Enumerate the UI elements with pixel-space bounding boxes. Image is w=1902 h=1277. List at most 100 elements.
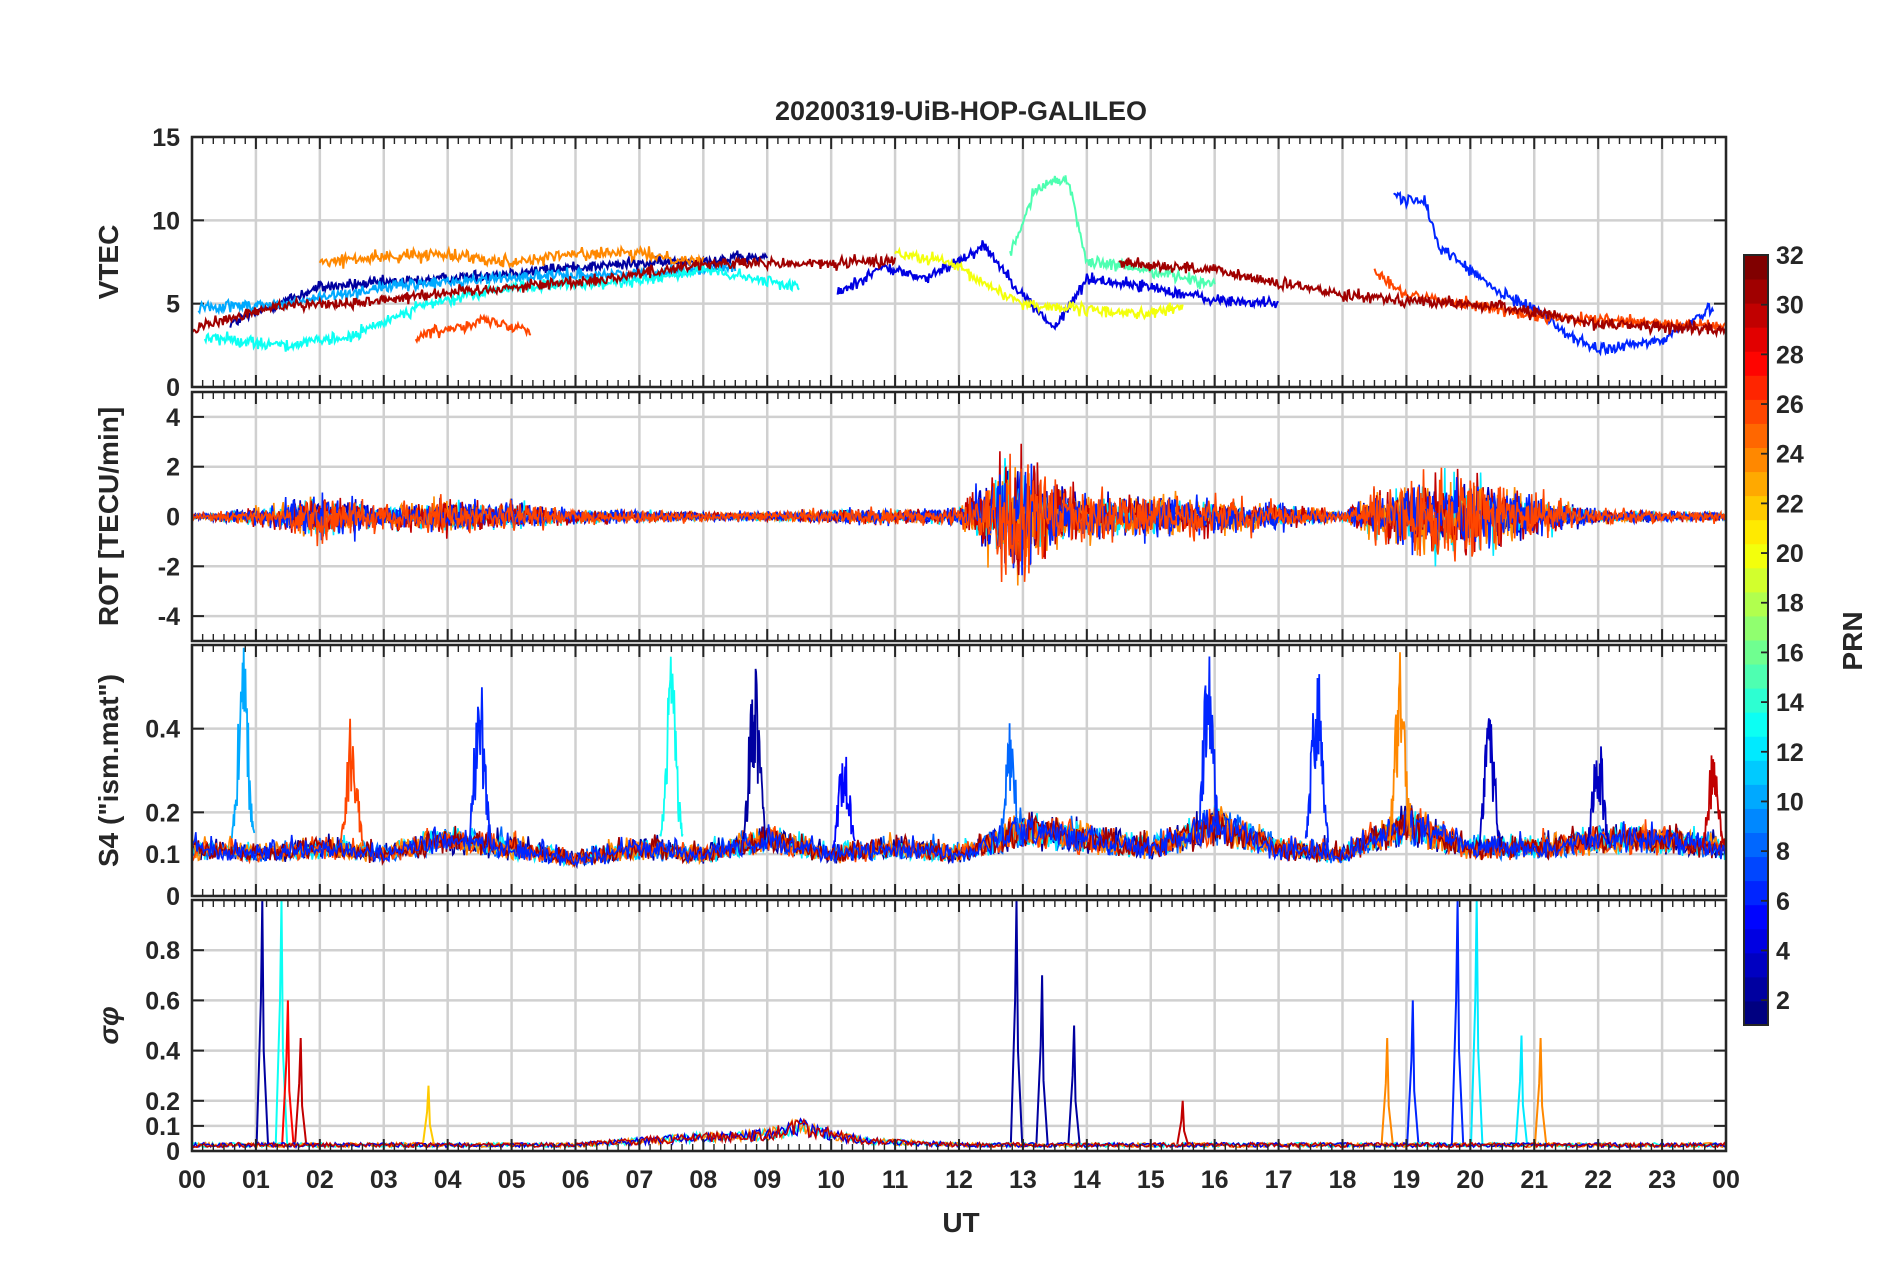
x-tick-label: 19 <box>1393 1166 1421 1194</box>
colorbar-tick-label: 2 <box>1776 987 1790 1015</box>
s4-series-line <box>192 809 1726 867</box>
colorbar-segment <box>1744 952 1768 978</box>
y-tick-label: 0 <box>166 504 180 532</box>
colorbar-segment <box>1744 760 1768 785</box>
colorbar-segment <box>1744 399 1768 424</box>
panel-3: 0 0.1 0.2 0.4 S4 ("ism.mat") <box>93 643 1728 911</box>
colorbar-tick-label: 20 <box>1776 540 1804 568</box>
s4-peak-line <box>339 718 364 847</box>
x-tick-label: 21 <box>1520 1166 1548 1194</box>
colorbar-tick-label: 32 <box>1776 242 1804 270</box>
colorbar-tick-label: 10 <box>1776 788 1804 816</box>
colorbar-segment <box>1744 856 1768 882</box>
colorbar-segment <box>1744 303 1768 328</box>
x-tick-label: 20 <box>1456 1166 1484 1194</box>
colorbar-tick-label: 6 <box>1776 888 1790 916</box>
s4-peak-line <box>1304 674 1329 843</box>
colorbar-segment <box>1744 1000 1768 1026</box>
s4-peak-line <box>742 668 767 841</box>
s4-peak-line <box>659 656 684 837</box>
panel-4: 00.10.2 0.4 0.6 0.8 σφ <box>93 898 1728 1166</box>
panel-1: 0 5 10 15 VTEC <box>93 124 1728 402</box>
sigma-peak-line <box>281 1000 295 1147</box>
colorbar-segment <box>1744 279 1768 304</box>
y-tick-label: 0.6 <box>145 987 180 1015</box>
s4-series-line <box>192 807 1726 869</box>
s4-peak-line <box>231 647 256 839</box>
x-tick-label: 11 <box>882 1166 909 1194</box>
vtec-series-line <box>1393 190 1715 357</box>
panel-data-layer <box>192 443 1726 586</box>
x-tick-label: 02 <box>306 1166 334 1194</box>
x-tick-label: 10 <box>817 1166 845 1194</box>
colorbar-tick-label: 26 <box>1776 391 1804 419</box>
y-tick-label: -2 <box>158 553 180 581</box>
vtec-series-line <box>318 244 705 269</box>
colorbar-segment <box>1744 736 1768 761</box>
rot-series-line <box>192 453 1726 583</box>
colorbar-segment <box>1744 976 1768 1002</box>
colorbar-label: PRN <box>1837 611 1868 670</box>
x-tick-label: 01 <box>242 1166 270 1194</box>
y-tick-label: 0.2 <box>145 799 180 827</box>
colorbar-tick-label: 14 <box>1776 689 1804 717</box>
colorbar-segment <box>1744 591 1768 617</box>
y-tick-label: 0.1 <box>145 1113 180 1141</box>
colorbar-tick-label: 8 <box>1776 838 1790 866</box>
x-tick-label: 15 <box>1137 1166 1165 1194</box>
s4-peak-line <box>831 756 856 849</box>
y-tick-label: 0 <box>166 883 180 911</box>
y-axis-label: S4 ("ism.mat") <box>93 674 124 867</box>
colorbar-segment <box>1744 471 1768 497</box>
colorbar-segment <box>1744 351 1768 376</box>
x-tick-label: 18 <box>1329 1166 1357 1194</box>
sigma-peak-line <box>1406 1000 1420 1147</box>
x-tick-label: 17 <box>1265 1166 1293 1194</box>
sigma-peak-line <box>1009 900 1024 1147</box>
colorbar-segment <box>1744 712 1768 737</box>
colorbar-segment <box>1744 567 1768 593</box>
colorbar-tick-label: 16 <box>1776 639 1804 667</box>
x-tick-label: 08 <box>689 1166 717 1194</box>
vtec-series-line <box>1009 175 1216 290</box>
colorbar-segment <box>1744 255 1768 280</box>
colorbar-tick-label: 24 <box>1776 441 1804 469</box>
y-tick-label: 0.2 <box>145 1088 180 1116</box>
colorbar-segment <box>1744 928 1768 954</box>
sigma-peak-line <box>1035 975 1049 1147</box>
x-axis-label: UT <box>942 1207 979 1238</box>
s4-peak-line <box>467 687 492 847</box>
colorbar-segment <box>1744 784 1768 809</box>
panel-2: -4 -2 0 2 4 ROT [TECU/min] <box>93 390 1728 643</box>
colorbar-segment <box>1744 447 1768 473</box>
colorbar-segment <box>1744 423 1768 448</box>
sigma-peak-line <box>1067 1025 1081 1147</box>
colorbar-segment <box>1744 904 1768 930</box>
x-tick-label: 04 <box>434 1166 462 1194</box>
vtec-series-line <box>192 252 897 334</box>
y-tick-label: 2 <box>166 454 180 482</box>
colorbar-tick-label: 30 <box>1776 292 1804 320</box>
colorbar-segment <box>1744 327 1768 352</box>
colorbar-segment <box>1744 688 1768 713</box>
colorbar-segment <box>1744 808 1768 833</box>
s4-peak-line <box>1701 755 1726 848</box>
x-tick-label: 12 <box>945 1166 973 1194</box>
x-tick-label: 00 <box>178 1166 206 1194</box>
x-tick-label: 13 <box>1009 1166 1037 1194</box>
s4-peak-line <box>1477 718 1502 847</box>
y-tick-label: 5 <box>166 291 180 319</box>
y-tick-label: 0 <box>166 374 180 402</box>
sigma-peak-line <box>255 900 270 1147</box>
colorbar-segment <box>1744 832 1768 858</box>
y-axis-label: ROT [TECU/min] <box>93 407 124 626</box>
colorbar-tick-label: 28 <box>1776 341 1804 369</box>
sigma-peak-line <box>1533 1037 1548 1147</box>
x-tick-label: 06 <box>562 1166 590 1194</box>
y-axis-label: VTEC <box>93 225 124 300</box>
